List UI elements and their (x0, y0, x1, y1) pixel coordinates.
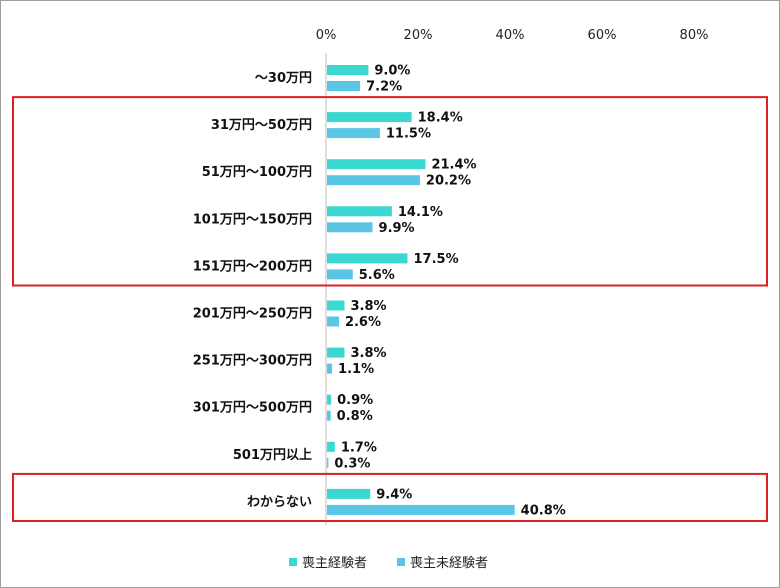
data-label: 2.6% (345, 315, 381, 330)
category-label: 501万円以上 (233, 448, 312, 463)
legend-label: 喪主未経験者 (410, 556, 488, 571)
bar-series-1 (327, 394, 332, 405)
bar-series-1 (327, 65, 369, 75)
data-label: 18.4% (418, 111, 463, 126)
x-tick-label: 0% (316, 28, 337, 43)
bar-series-2 (327, 175, 420, 186)
bar-series-2 (327, 457, 329, 468)
data-label: 40.8% (521, 503, 566, 518)
data-label: 14.1% (398, 205, 443, 220)
bar-series-2 (327, 269, 353, 280)
category-label: 101万円～150万円 (193, 212, 312, 227)
x-tick-label: 80% (680, 28, 709, 43)
bar-series-1 (327, 347, 345, 358)
legend-swatch (289, 558, 297, 566)
data-label: 1.7% (341, 440, 377, 455)
data-label: 9.0% (374, 64, 410, 79)
category-label: 31万円～50万円 (211, 118, 312, 133)
bar-series-1 (327, 300, 345, 311)
x-tick-label: 40% (496, 28, 525, 43)
bar-series-1 (327, 488, 371, 499)
bar-series-1 (327, 159, 426, 170)
x-tick-label: 60% (588, 28, 617, 43)
x-tick-label: 20% (404, 28, 433, 43)
legend-label: 喪主経験者 (302, 556, 367, 571)
category-label: ～30万円 (255, 71, 312, 86)
category-label: わからない (247, 495, 312, 510)
data-label: 3.8% (350, 346, 386, 361)
bar-series-2 (327, 128, 380, 139)
data-label: 5.6% (359, 268, 395, 283)
data-label: 0.9% (337, 393, 373, 408)
data-label: 7.2% (366, 80, 402, 95)
data-label: 17.5% (414, 252, 459, 267)
data-label: 1.1% (338, 362, 374, 377)
data-label: 0.3% (334, 456, 370, 471)
category-label: 301万円～500万円 (193, 401, 312, 416)
legend-swatch (397, 558, 405, 566)
bar-series-2 (327, 222, 373, 233)
data-label: 11.5% (386, 127, 431, 142)
highlight-box (12, 472, 768, 522)
data-label: 3.8% (350, 299, 386, 314)
data-label: 9.4% (376, 487, 412, 502)
category-label: 151万円～200万円 (193, 259, 312, 274)
data-label: 20.2% (426, 174, 471, 189)
data-label: 21.4% (431, 158, 476, 173)
category-label: 251万円～300万円 (193, 354, 312, 369)
bar-series-1 (327, 253, 408, 264)
highlight-box (12, 96, 768, 287)
bar-series-2 (327, 410, 331, 421)
data-label: 9.9% (379, 221, 415, 236)
category-label: 201万円～250万円 (193, 307, 312, 322)
bar-series-2 (327, 363, 333, 374)
category-label: 51万円～100万円 (202, 165, 312, 180)
bar-series-2 (327, 81, 361, 91)
bar-series-1 (327, 206, 392, 217)
bar-series-1 (327, 441, 335, 452)
bar-series-2 (327, 316, 339, 327)
bar-series-2 (327, 504, 515, 515)
bar-series-1 (327, 112, 412, 123)
data-label: 0.8% (337, 409, 373, 424)
